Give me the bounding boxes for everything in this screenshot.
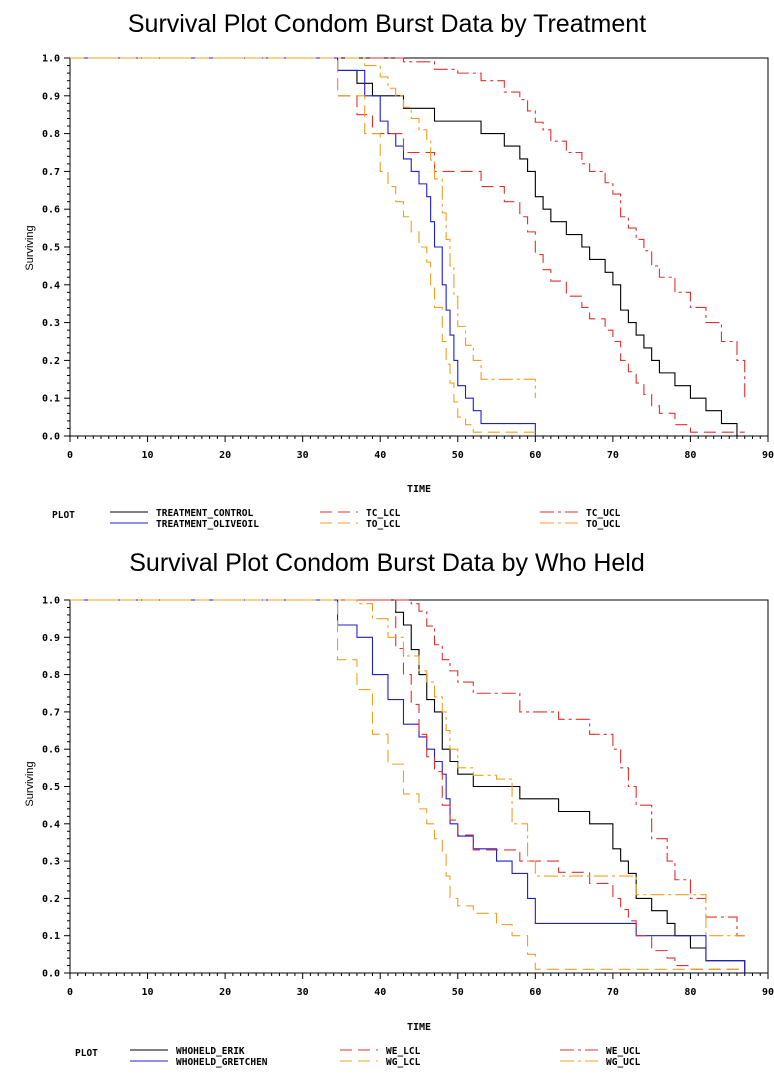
y-tick-label: 0.1	[42, 394, 60, 405]
y-tick-label: 0.5	[42, 243, 60, 254]
y-tick-label: 1.0	[42, 596, 60, 607]
legend-entry: WHOHELD_ERIK	[176, 1046, 245, 1057]
y-axis-label: Surviving	[24, 761, 36, 806]
legend-entry: TC_UCL	[586, 508, 621, 519]
chart-panel-whoheld: Survival Plot Condom Burst Data by Who H…	[0, 539, 774, 1078]
y-tick-label: 0.7	[42, 167, 60, 178]
y-tick-label: 0.4	[42, 819, 60, 830]
series-line-tc-lcl	[70, 57, 745, 433]
legend-entry: WE_UCL	[606, 1046, 641, 1057]
legend-title: PLOT	[52, 510, 75, 521]
y-tick-label: 0.7	[42, 707, 60, 718]
y-tick-label: 1.0	[42, 54, 60, 65]
x-tick-label: 40	[374, 450, 386, 461]
y-tick-label: 0.5	[42, 782, 60, 793]
y-tick-label: 0.9	[42, 633, 60, 644]
x-tick-label: 80	[684, 450, 696, 461]
chart-panel-treatment: Survival Plot Condom Burst Data by Treat…	[24, 10, 774, 530]
y-axis-label: Surviving	[24, 225, 36, 270]
x-tick-label: 20	[219, 450, 231, 461]
y-tick-label: 0.0	[42, 969, 60, 980]
y-tick-label: 0.0	[42, 432, 60, 443]
legend-entry: TO_LCL	[366, 519, 401, 530]
series-line-whoheld-gretchen	[70, 599, 746, 973]
x-tick-label: 30	[297, 450, 309, 461]
x-tick-label: 50	[452, 987, 464, 998]
x-tick-label: 40	[374, 987, 386, 998]
x-tick-label: 90	[762, 987, 774, 998]
y-tick-label: 0.3	[42, 857, 60, 868]
legend-entry: WHOHELD_GRETCHEN	[176, 1057, 268, 1068]
y-tick-label: 0.2	[42, 356, 60, 367]
x-axis-label: TIME	[407, 1022, 431, 1033]
y-tick-label: 0.4	[42, 280, 60, 291]
legend-entry: TREATMENT_OLIVEOIL	[156, 519, 259, 530]
series-line-wg-lcl	[70, 599, 745, 970]
x-tick-label: 70	[607, 450, 619, 461]
legend-entry: TC_LCL	[366, 508, 401, 519]
x-tick-label: 20	[219, 987, 231, 998]
x-tick-label: 50	[452, 450, 464, 461]
series-line-tc-ucl	[70, 57, 746, 399]
legend-entry: TO_UCL	[586, 519, 621, 530]
legend-title: PLOT	[75, 1048, 98, 1059]
x-tick-label: 60	[529, 450, 541, 461]
series-line-treatment-oliveoil	[70, 57, 536, 436]
series-line-we-lcl	[70, 599, 745, 970]
plot-frame	[69, 57, 769, 437]
series-line-to-lcl	[70, 57, 536, 433]
y-tick-label: 0.3	[42, 318, 60, 329]
y-tick-label: 0.6	[42, 205, 60, 216]
legend-entry: WE_LCL	[386, 1046, 421, 1057]
legend-entry: WG_UCL	[606, 1057, 641, 1068]
x-tick-label: 90	[762, 450, 774, 461]
x-tick-label: 70	[607, 987, 619, 998]
y-tick-label: 0.9	[42, 91, 60, 102]
chart-title: Survival Plot Condom Burst Data by Treat…	[128, 10, 646, 38]
x-axis-label: TIME	[407, 484, 431, 495]
y-tick-label: 0.1	[42, 931, 60, 942]
legend-entry: WG_LCL	[386, 1057, 421, 1068]
x-tick-label: 80	[684, 987, 696, 998]
chart-treatment: Survival Plot Condom Burst Data by Treat…	[24, 10, 774, 530]
y-tick-label: 0.6	[42, 745, 60, 756]
chart-whoheld: Survival Plot Condom Burst Data by Who H…	[24, 549, 774, 1068]
y-tick-label: 0.2	[42, 894, 60, 905]
series-line-treatment-control	[70, 57, 745, 437]
series-line-we-ucl	[70, 599, 745, 937]
y-tick-label: 0.8	[42, 670, 60, 681]
series-line-to-ucl	[70, 57, 536, 399]
series-line-wg-ucl	[70, 599, 745, 937]
x-tick-label: 30	[297, 987, 309, 998]
chart-title: Survival Plot Condom Burst Data by Who H…	[129, 549, 645, 577]
x-tick-label: 0	[67, 450, 73, 461]
x-tick-label: 10	[142, 450, 154, 461]
x-tick-label: 0	[67, 987, 73, 998]
x-tick-label: 10	[142, 987, 154, 998]
legend-entry: TREATMENT_CONTROL	[156, 508, 254, 519]
x-tick-label: 60	[529, 987, 541, 998]
y-tick-label: 0.8	[42, 129, 60, 140]
